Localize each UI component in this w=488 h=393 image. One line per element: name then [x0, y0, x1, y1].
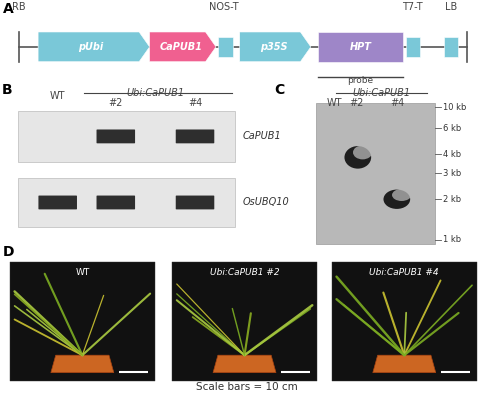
Text: A: A — [2, 2, 13, 16]
Text: Ubi:CaPUB1 #2: Ubi:CaPUB1 #2 — [209, 268, 279, 277]
Text: OsUBQ10: OsUBQ10 — [242, 197, 289, 208]
Text: HPT: HPT — [349, 42, 371, 52]
Bar — [405, 37, 419, 57]
Text: C: C — [274, 83, 285, 97]
Text: #2: #2 — [349, 98, 363, 108]
Text: #4: #4 — [390, 98, 404, 108]
FancyBboxPatch shape — [175, 196, 214, 209]
Bar — [10, 262, 155, 381]
Text: WT: WT — [326, 98, 341, 108]
Polygon shape — [51, 355, 114, 373]
Text: D: D — [2, 245, 14, 259]
Bar — [317, 32, 403, 62]
Bar — [443, 37, 457, 57]
Text: #2: #2 — [108, 98, 122, 108]
Bar — [331, 262, 476, 381]
Bar — [315, 103, 434, 244]
Text: Ubi:CaPUB1: Ubi:CaPUB1 — [126, 88, 184, 98]
Text: 3 kb: 3 kb — [442, 169, 460, 178]
Text: 10 kb: 10 kb — [442, 103, 466, 112]
FancyBboxPatch shape — [175, 129, 214, 143]
Ellipse shape — [352, 145, 371, 160]
Polygon shape — [213, 355, 275, 373]
Text: 6 kb: 6 kb — [442, 124, 460, 133]
Text: WT: WT — [75, 268, 89, 277]
Bar — [18, 178, 234, 227]
Text: CaPUB1: CaPUB1 — [159, 42, 202, 52]
Text: T7-T: T7-T — [401, 2, 421, 12]
Text: RB: RB — [12, 2, 26, 12]
FancyBboxPatch shape — [96, 129, 135, 143]
Text: Scale bars = 10 cm: Scale bars = 10 cm — [196, 382, 297, 391]
Text: Ubi:CaPUB1 #4: Ubi:CaPUB1 #4 — [369, 268, 438, 277]
Ellipse shape — [344, 146, 370, 169]
Text: 2 kb: 2 kb — [442, 195, 460, 204]
Text: #4: #4 — [187, 98, 202, 108]
Text: LB: LB — [444, 2, 456, 12]
Text: probe: probe — [347, 76, 373, 85]
Ellipse shape — [383, 189, 409, 209]
Polygon shape — [149, 32, 216, 62]
Bar — [18, 111, 234, 162]
Polygon shape — [38, 32, 149, 62]
Text: CaPUB1: CaPUB1 — [242, 131, 281, 141]
Bar — [172, 262, 317, 381]
Text: 4 kb: 4 kb — [442, 150, 460, 159]
Text: B: B — [2, 83, 13, 97]
Polygon shape — [239, 32, 310, 62]
Text: 1 kb: 1 kb — [442, 235, 460, 244]
Bar — [218, 37, 232, 57]
Ellipse shape — [391, 189, 410, 201]
FancyBboxPatch shape — [96, 196, 135, 209]
Text: NOS-T: NOS-T — [209, 2, 238, 12]
Text: pUbi: pUbi — [78, 42, 103, 52]
Text: Ubi:CaPUB1: Ubi:CaPUB1 — [352, 88, 409, 98]
Text: p35S: p35S — [259, 42, 286, 52]
Polygon shape — [372, 355, 435, 373]
Text: WT: WT — [50, 91, 65, 101]
FancyBboxPatch shape — [39, 196, 77, 209]
